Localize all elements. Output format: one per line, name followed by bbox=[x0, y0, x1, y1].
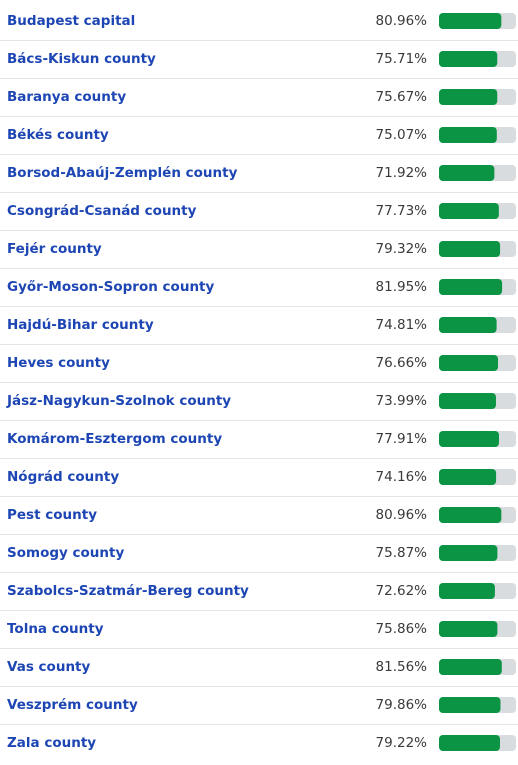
county-name[interactable]: Veszprém county bbox=[7, 697, 138, 713]
bar bbox=[439, 13, 502, 29]
bar bbox=[439, 735, 500, 751]
county-name[interactable]: Győr-Moson-Sopron county bbox=[7, 279, 215, 295]
percent-label: 77.73% bbox=[376, 203, 428, 219]
county-name[interactable]: Budapest capital bbox=[7, 13, 135, 29]
bar bbox=[439, 431, 499, 447]
bar bbox=[439, 659, 502, 675]
bar bbox=[439, 279, 503, 295]
percent-label: 73.99% bbox=[376, 393, 428, 409]
percent-label: 75.71% bbox=[376, 51, 428, 67]
percent-label: 77.91% bbox=[376, 431, 428, 447]
percent-label: 76.66% bbox=[376, 355, 428, 371]
percent-label: 71.92% bbox=[376, 165, 428, 181]
bar bbox=[439, 165, 495, 181]
bar bbox=[439, 583, 495, 599]
county-name[interactable]: Komárom-Esztergom county bbox=[7, 431, 222, 447]
bar bbox=[439, 241, 501, 257]
percent-label: 72.62% bbox=[376, 583, 428, 599]
percent-label: 79.22% bbox=[376, 735, 428, 751]
percent-label: 81.56% bbox=[376, 659, 428, 675]
bar bbox=[439, 89, 498, 105]
percent-label: 80.96% bbox=[376, 507, 428, 523]
percent-label: 80.96% bbox=[376, 13, 428, 29]
bar bbox=[439, 203, 499, 219]
bar bbox=[439, 469, 497, 485]
percent-label: 75.86% bbox=[376, 621, 428, 637]
county-name[interactable]: Csongrád-Csanád county bbox=[7, 203, 197, 219]
bar bbox=[439, 317, 497, 333]
county-name[interactable]: Heves county bbox=[7, 355, 110, 371]
county-name[interactable]: Pest county bbox=[7, 507, 97, 523]
county-name[interactable]: Szabolcs-Szatmár-Bereg county bbox=[7, 583, 249, 599]
county-name[interactable]: Baranya county bbox=[7, 89, 126, 105]
county-name[interactable]: Somogy county bbox=[7, 545, 124, 561]
percent-label: 74.16% bbox=[376, 469, 428, 485]
county-name[interactable]: Borsod-Abaúj-Zemplén county bbox=[7, 165, 238, 181]
bar bbox=[439, 127, 497, 143]
percent-label: 75.07% bbox=[376, 127, 428, 143]
county-name[interactable]: Zala county bbox=[7, 735, 96, 751]
bar bbox=[439, 51, 498, 67]
bar bbox=[439, 545, 498, 561]
county-name[interactable]: Bács-Kiskun county bbox=[7, 51, 156, 67]
county-name[interactable]: Hajdú-Bihar county bbox=[7, 317, 154, 333]
percent-label: 81.95% bbox=[376, 279, 428, 295]
bar bbox=[439, 621, 498, 637]
percent-label: 75.87% bbox=[376, 545, 428, 561]
percent-label: 74.81% bbox=[376, 317, 428, 333]
county-name[interactable]: Fejér county bbox=[7, 241, 102, 257]
bar bbox=[439, 507, 502, 523]
county-name[interactable]: Vas county bbox=[7, 659, 91, 675]
percent-label: 79.86% bbox=[376, 697, 428, 713]
county-name[interactable]: Békés county bbox=[7, 127, 109, 143]
bar bbox=[439, 393, 496, 409]
bar bbox=[439, 697, 501, 713]
county-name[interactable]: Tolna county bbox=[7, 621, 104, 637]
bar bbox=[439, 355, 499, 371]
county-name[interactable]: Nógrád county bbox=[7, 469, 119, 485]
percent-label: 75.67% bbox=[376, 89, 428, 105]
county-name[interactable]: Jász-Nagykun-Szolnok county bbox=[6, 393, 231, 409]
percent-label: 79.32% bbox=[376, 241, 428, 257]
